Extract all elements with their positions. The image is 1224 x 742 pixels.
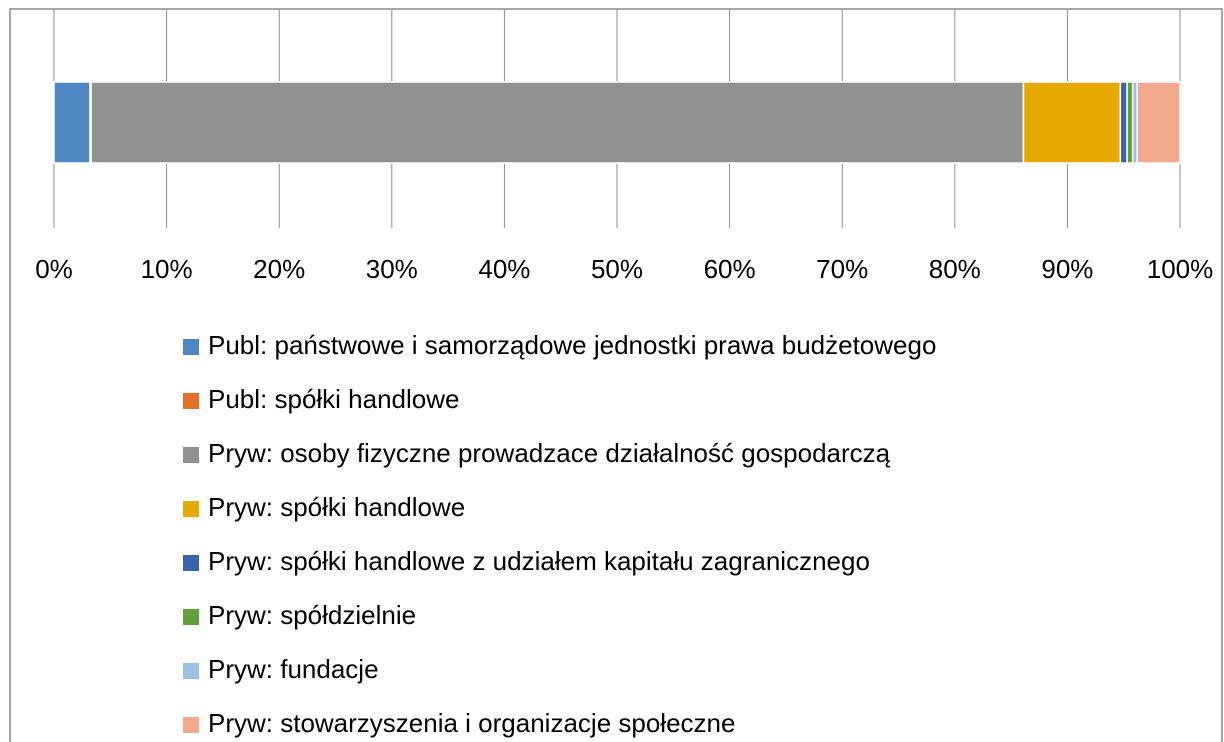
x-tick-label: 80% [929,254,981,284]
legend-marker [183,555,199,571]
x-tick-label: 70% [816,254,868,284]
x-tick-label: 20% [253,254,305,284]
bar-segment [53,81,91,164]
x-tick-label: 50% [591,254,643,284]
bar-segment [1022,81,1122,164]
x-tick-label: 0% [35,254,73,284]
x-tick-label: 40% [478,254,530,284]
legend-label: Pryw: spółdzielnie [208,600,416,630]
legend-label: Pryw: spółki handlowe [208,492,465,522]
bar-segment [1119,81,1128,164]
x-tick-label: 100% [1147,254,1214,284]
x-tick-label: 10% [141,254,193,284]
legend-label: Pryw: spółki handlowe z udziałem kapitał… [208,546,870,576]
legend-marker [183,393,199,409]
legend-label: Publ: państwowe i samorządowe jednostki … [208,330,936,360]
bar-segment [90,81,1025,164]
x-tick-label: 60% [704,254,756,284]
x-tick-label: 30% [366,254,418,284]
legend-label: Pryw: osoby fizyczne prowadzace działaln… [208,438,891,468]
legend-marker [183,609,199,625]
chart-border [9,8,1223,742]
bar-segment [1136,81,1181,164]
bar-segment [1126,81,1134,164]
legend-marker [183,717,199,733]
legend-marker [183,447,199,463]
legend-marker [183,501,199,517]
legend-label: Pryw: fundacje [208,654,379,684]
legend-marker [183,339,199,355]
legend-label: Pryw: stowarzyszenia i organizacje społe… [208,708,735,738]
legend-marker [183,663,199,679]
x-tick-label: 90% [1041,254,1093,284]
legend-label: Publ: spółki handlowe [208,384,460,414]
